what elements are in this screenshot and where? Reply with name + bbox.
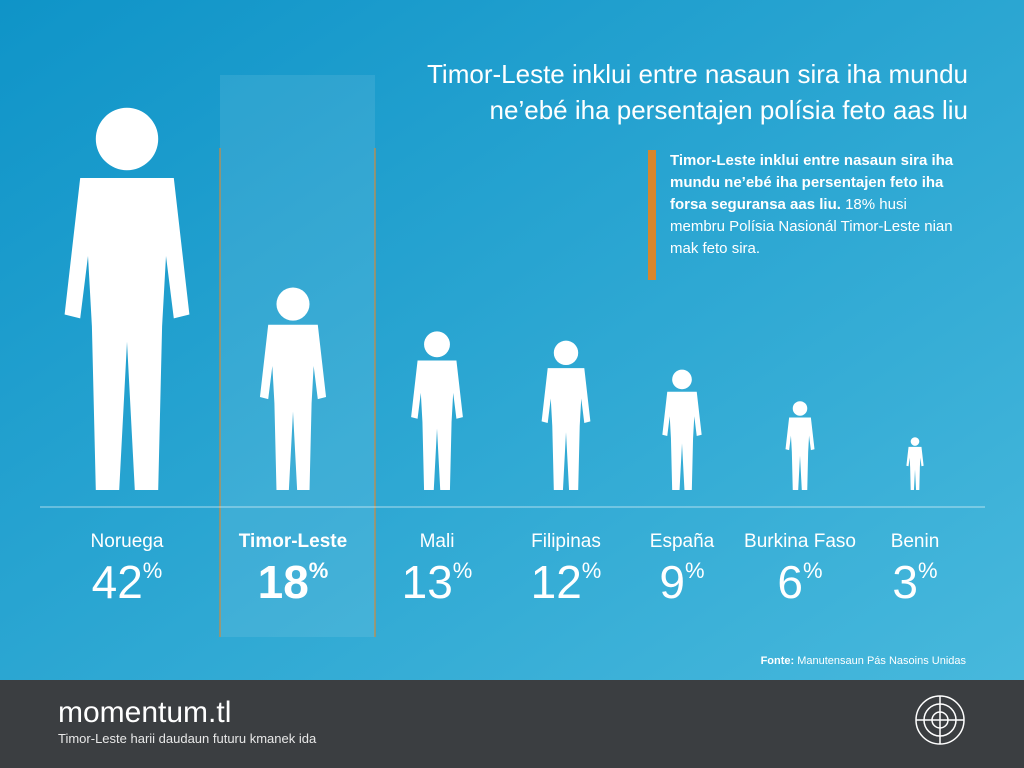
value-number: 18 [258, 556, 309, 608]
title: Timor-Leste inklui entre nasaun sira iha… [427, 56, 968, 128]
title-line: ne’ebé iha persentajen polísia feto aas … [489, 95, 968, 125]
category-label: Burkina Faso [744, 531, 856, 552]
person-icon [64, 107, 190, 490]
value-number: 3 [892, 556, 918, 608]
person-icon [785, 401, 815, 490]
person-icon [411, 331, 463, 490]
category-label: Benin [891, 531, 940, 552]
brand: momentum.tl [58, 696, 232, 729]
value-number: 6 [777, 556, 803, 608]
value-unit: % [685, 558, 705, 583]
value-unit: % [143, 558, 163, 583]
person-icon [906, 437, 924, 490]
value-label: 18% [258, 556, 329, 608]
note: Timor-Leste inklui entre nasaun sira iha… [670, 150, 960, 260]
title-line: Timor-Leste inklui entre nasaun sira iha… [427, 59, 968, 89]
value-number: 42 [92, 556, 143, 608]
person-icon [541, 340, 591, 490]
person-icon [662, 369, 702, 490]
value-label: 12% [531, 556, 602, 608]
value-label: 42% [92, 556, 163, 608]
category-label: Filipinas [531, 531, 601, 552]
note-bar [648, 150, 656, 280]
value-number: 9 [659, 556, 685, 608]
value-unit: % [309, 558, 329, 583]
footer-bg [0, 680, 1024, 768]
value-number: 12 [531, 556, 582, 608]
category-label: Noruega [91, 531, 164, 552]
category-label: Timor-Leste [239, 531, 347, 552]
value-label: 3% [892, 556, 937, 608]
category-label: España [650, 531, 715, 552]
note-text: 18% husi membru Polísia Nasionál Timor-L… [670, 196, 953, 257]
tagline: Timor-Leste harii daudaun futuru kmanek … [58, 731, 317, 746]
person-icon [259, 287, 327, 490]
value-label: 9% [659, 556, 704, 608]
source: Fonte: Manutensaun Pás Nasoins Unidas [761, 655, 966, 667]
background [0, 0, 1024, 680]
un-emblem [915, 695, 965, 745]
value-label: 13% [402, 556, 473, 608]
value-label: 6% [777, 556, 822, 608]
value-number: 13 [402, 556, 453, 608]
category-label: Mali [420, 531, 455, 552]
source-text: Manutensaun Pás Nasoins Unidas [797, 655, 966, 667]
value-unit: % [582, 558, 602, 583]
source-label: Fonte: [760, 655, 795, 667]
value-unit: % [918, 558, 938, 583]
note-bold: Timor-Leste inklui entre nasaun sira iha… [670, 152, 954, 213]
value-unit: % [803, 558, 823, 583]
value-unit: % [453, 558, 473, 583]
